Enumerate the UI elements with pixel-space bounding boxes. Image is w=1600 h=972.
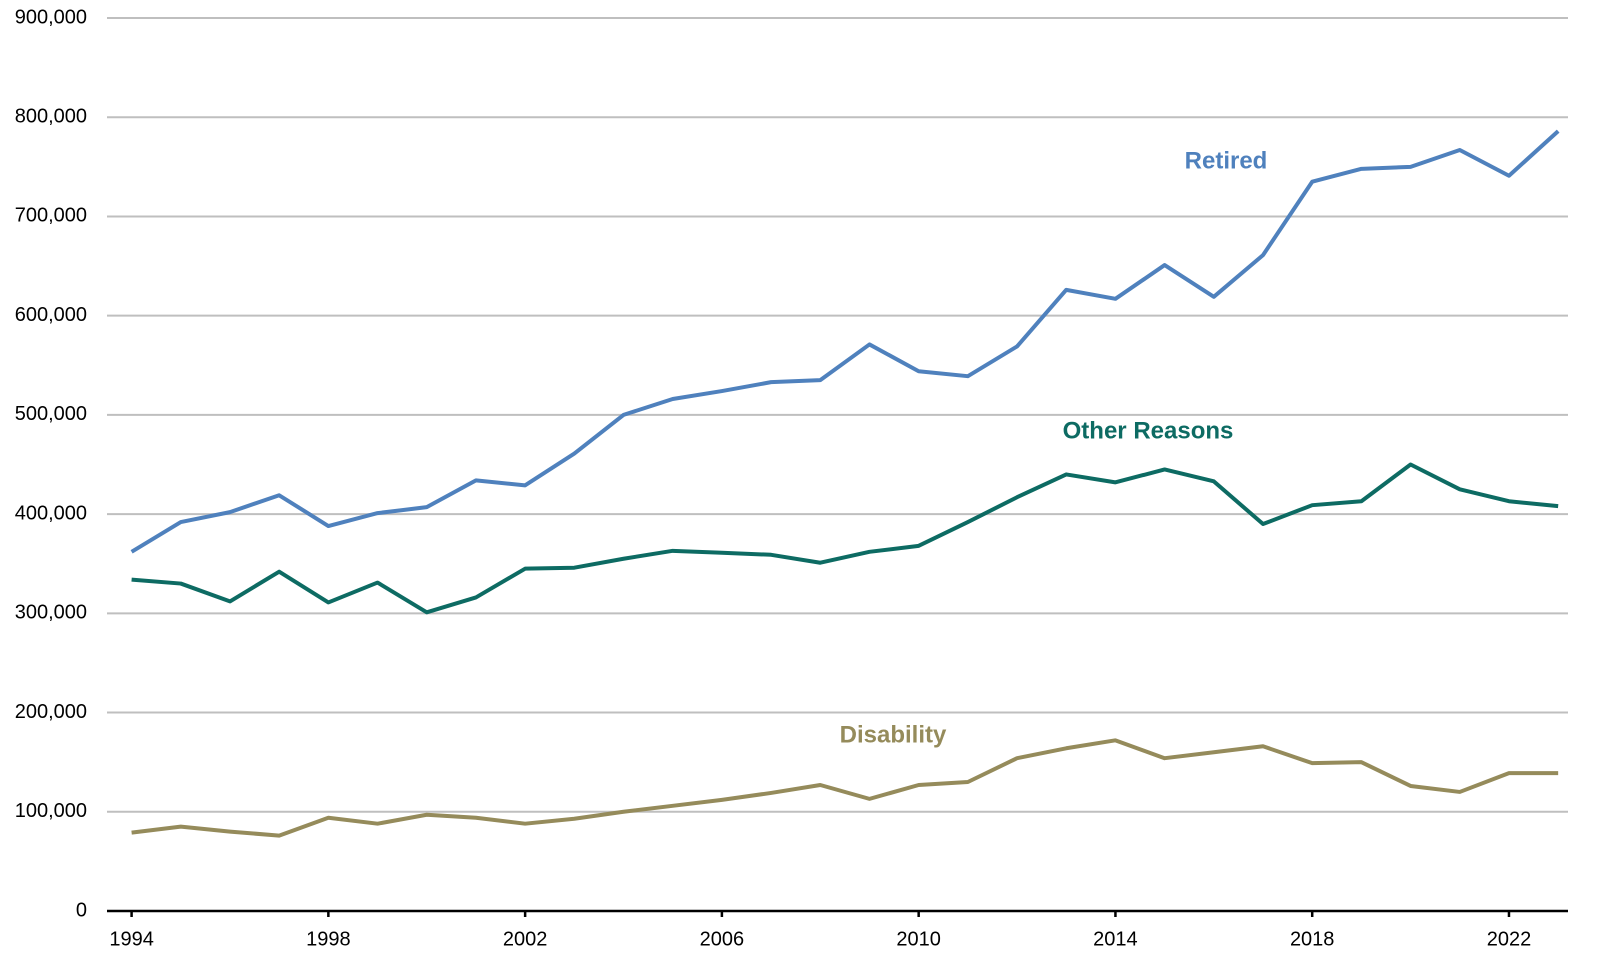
series-label: Other Reasons xyxy=(1063,417,1234,444)
x-tick-label: 2022 xyxy=(1487,928,1532,950)
x-tick-label: 2010 xyxy=(896,928,941,950)
y-tick-label: 700,000 xyxy=(15,205,87,227)
x-tick-label: 2006 xyxy=(700,928,745,950)
x-tick-label: 2002 xyxy=(503,928,548,950)
y-tick-label: 400,000 xyxy=(15,502,87,524)
y-tick-label: 800,000 xyxy=(15,106,87,128)
x-tick-label: 1998 xyxy=(306,928,351,950)
y-tick-label: 100,000 xyxy=(15,800,87,822)
y-tick-label: 0 xyxy=(76,899,87,921)
y-tick-label: 300,000 xyxy=(15,602,87,624)
series-line xyxy=(130,129,1560,554)
series-line xyxy=(131,738,1559,838)
y-tick-label: 900,000 xyxy=(15,6,87,28)
series-label: Retired xyxy=(1185,147,1268,174)
y-tick-label: 600,000 xyxy=(15,304,87,326)
x-tick-label: 1994 xyxy=(109,928,154,950)
x-tick-label: 2014 xyxy=(1093,928,1138,950)
y-tick-label: 200,000 xyxy=(15,701,87,723)
y-tick-label: 500,000 xyxy=(15,403,87,425)
series-line xyxy=(131,462,1559,615)
series-label: Disability xyxy=(840,721,947,748)
x-tick-label: 2018 xyxy=(1290,928,1335,950)
